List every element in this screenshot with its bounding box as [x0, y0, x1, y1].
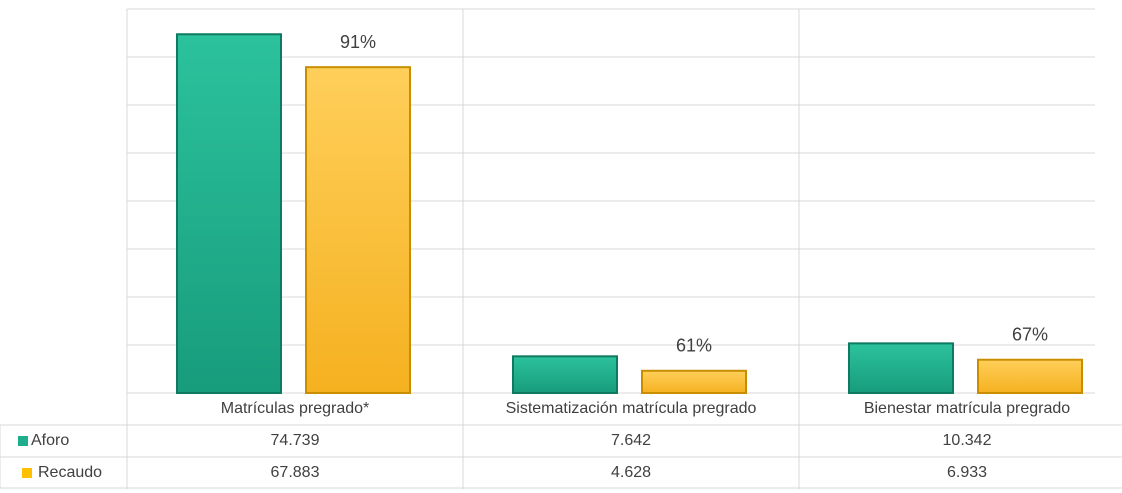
legend-swatch: [22, 468, 32, 478]
bar: [641, 369, 747, 395]
x-tick-label: Bienestar matrícula pregrado: [864, 400, 1070, 417]
bar: [848, 342, 954, 394]
bar: [305, 66, 411, 395]
table-cell: 6.933: [947, 464, 987, 481]
x-tick-label: Sistematización matrícula pregrado: [506, 400, 757, 417]
table-cell: 7.642: [611, 432, 651, 449]
table-cell: 4.628: [611, 464, 651, 481]
percent-label: 61%: [676, 336, 712, 356]
legend-label: Recaudo: [38, 464, 102, 481]
legend-label: Aforo: [31, 432, 69, 449]
bar: [977, 358, 1083, 394]
table-cell: 67.883: [271, 464, 320, 481]
table-cell: 74.739: [271, 432, 320, 449]
percent-label: 67%: [1012, 324, 1048, 344]
percent-label: 91%: [340, 32, 376, 52]
bar: [176, 33, 282, 394]
x-tick-label: Matrículas pregrado*: [221, 400, 370, 417]
table-cell: 10.342: [943, 432, 992, 449]
bar: [512, 355, 618, 394]
legend-swatch: [18, 436, 28, 446]
